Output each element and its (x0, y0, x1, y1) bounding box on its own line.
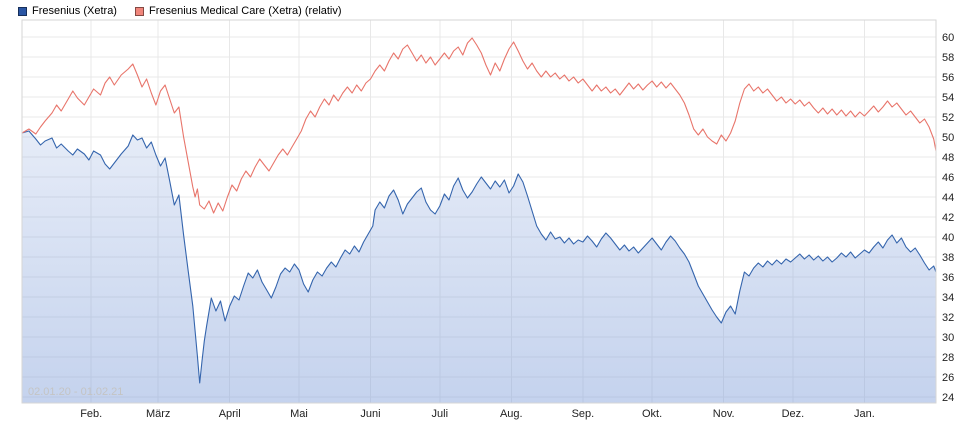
x-axis-tick-label: Feb. (80, 408, 102, 420)
fresenius-series-swatch-icon (18, 6, 27, 16)
x-axis-tick-label: Aug. (500, 408, 523, 420)
y-axis-tick-label: 42 (942, 212, 954, 224)
x-axis-tick-label: April (219, 408, 241, 420)
x-axis-tick-label: Sep. (572, 408, 595, 420)
legend-item-fmc: Fresenius Medical Care (Xetra) (relativ) (134, 5, 342, 17)
y-axis-tick-label: 58 (942, 52, 954, 64)
x-axis-tick-label: Okt. (642, 408, 662, 420)
fmc-series-swatch-icon (134, 6, 144, 16)
y-axis-tick-label: 60 (942, 32, 954, 44)
y-axis-tick-label: 40 (942, 232, 954, 244)
y-axis-tick-label: 30 (942, 332, 954, 344)
y-axis-tick-label: 52 (942, 112, 954, 124)
y-axis-tick-label: 34 (942, 292, 954, 304)
x-axis-tick-label: Nov. (713, 408, 735, 420)
y-axis-tick-label: 28 (942, 352, 954, 364)
fresenius-series-label: Fresenius (Xetra) (32, 5, 117, 17)
x-axis-tick-label: Dez. (782, 408, 805, 420)
x-axis-tick-label: Jan. (854, 408, 875, 420)
legend: Fresenius (Xetra) Fresenius Medical Care… (18, 5, 342, 17)
y-axis-tick-label: 24 (942, 392, 954, 404)
y-axis-tick-label: 48 (942, 152, 954, 164)
y-axis-tick-label: 26 (942, 372, 954, 384)
fresenius-price-line (21, 130, 937, 384)
y-axis-tick-label: 46 (942, 172, 954, 184)
y-axis-tick-label: 32 (942, 312, 954, 324)
y-axis-tick-label: 38 (942, 252, 954, 264)
fresenius-area-fill (22, 131, 936, 403)
fmc-relative-price-line (21, 37, 937, 214)
y-axis-tick-label: 54 (942, 92, 954, 104)
y-axis-tick-label: 36 (942, 272, 954, 284)
y-axis-tick-label: 50 (942, 132, 954, 144)
x-axis-tick-label: März (146, 408, 170, 420)
fmc-series-label: Fresenius Medical Care (Xetra) (relativ) (148, 5, 342, 17)
y-axis-tick-label: 56 (942, 72, 954, 84)
x-axis-tick-label: Mai (290, 408, 308, 420)
date-range-label: 02.01.20 - 01.02.21 (28, 386, 123, 398)
legend-item-fresenius: Fresenius (Xetra) (18, 5, 117, 17)
plot-border (21, 19, 937, 404)
x-axis-tick-label: Juli (432, 408, 449, 420)
y-axis-tick-label: 44 (942, 192, 954, 204)
x-axis-tick-label: Juni (360, 408, 380, 420)
